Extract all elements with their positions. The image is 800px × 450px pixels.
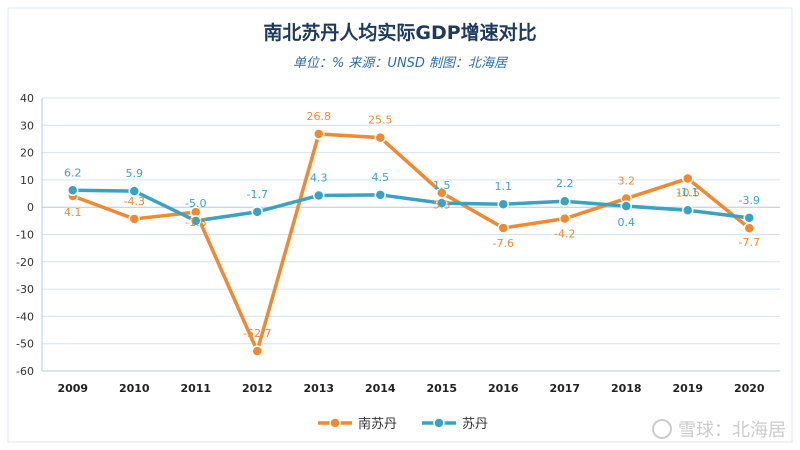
series-line-sudan [71, 188, 751, 223]
data-point [128, 213, 140, 225]
data-label: 10.5 [676, 187, 701, 200]
data-label: 2.2 [556, 177, 574, 190]
data-label: -4.2 [554, 228, 575, 241]
data-point [620, 200, 632, 212]
data-point [190, 215, 202, 227]
legend: 南苏丹 苏丹 [318, 416, 488, 432]
data-point [743, 222, 755, 234]
data-label: 6.2 [64, 166, 82, 179]
data-label: 5.9 [126, 167, 144, 180]
y-tick-label: -40 [16, 310, 34, 323]
data-label: 1.5 [433, 179, 451, 192]
x-tick-label: 2017 [549, 382, 580, 395]
data-label: -1.1 [677, 186, 698, 199]
snowball-logo-icon [652, 419, 672, 439]
data-label: -52.7 [243, 327, 271, 340]
data-point [313, 189, 325, 202]
data-label: 4.1 [64, 206, 82, 219]
chart-title: 南北苏丹人均实际GDP增速对比 [263, 22, 537, 44]
x-tick-label: 2011 [180, 382, 211, 395]
chart-subtitle: 单位：% 来源：UNSD 制图：北海居 [292, 56, 508, 71]
data-point [67, 184, 79, 197]
x-tick-label: 2018 [611, 382, 642, 395]
data-label: -4.3 [124, 195, 145, 208]
series-layer [67, 128, 755, 357]
data-label: 25.5 [368, 114, 393, 127]
x-tick-label: 2009 [57, 382, 88, 395]
data-point [559, 195, 571, 207]
data-point [436, 197, 448, 209]
y-tick-label: 30 [20, 119, 34, 132]
data-point [497, 222, 509, 234]
y-tick-label: 20 [20, 147, 34, 160]
watermark: 雪球：北海居 [652, 416, 786, 442]
x-tick-label: 2020 [734, 382, 765, 395]
data-label: 4.5 [372, 171, 390, 184]
grid-layer [42, 97, 780, 372]
y-tick-label: -50 [16, 338, 34, 351]
legend-swatch-marker [433, 417, 445, 429]
data-label: 26.8 [307, 110, 332, 123]
chart-frame [7, 7, 793, 443]
data-label: -5.0 [185, 197, 206, 210]
data-point [251, 345, 263, 357]
data-point [497, 198, 509, 210]
x-tick-label: 2010 [119, 382, 150, 395]
x-tick-label: 2012 [242, 382, 273, 395]
y-tick-label: -60 [16, 365, 34, 378]
legend-label: 苏丹 [462, 416, 488, 432]
y-tick-label: 10 [20, 174, 34, 187]
x-tick-label: 2019 [672, 382, 703, 395]
data-label: 5.3 [433, 199, 451, 212]
data-label: -7.6 [493, 237, 514, 250]
data-point [374, 189, 386, 201]
data-point [374, 131, 386, 144]
series-line-south-sudan [71, 132, 751, 353]
data-point [313, 128, 325, 140]
data-label: 0.4 [618, 216, 636, 229]
data-label: 3.2 [618, 174, 636, 187]
data-point [682, 172, 694, 185]
data-label: 4.3 [310, 171, 328, 184]
x-tick-label: 2016 [488, 382, 519, 395]
data-label: -1.8 [185, 216, 206, 229]
data-point [251, 206, 263, 218]
watermark-text: 雪球：北海居 [678, 420, 786, 441]
data-label: -3.9 [739, 194, 760, 207]
y-tick-label: 40 [20, 92, 34, 105]
data-point [128, 185, 140, 197]
legend-swatch-marker [329, 417, 341, 429]
y-tick-label: -30 [16, 283, 34, 296]
data-point [682, 204, 694, 216]
y-tick-label: -10 [16, 229, 34, 242]
x-tick-label: 2015 [426, 382, 457, 395]
x-tick-label: 2014 [365, 382, 396, 395]
data-label: -1.7 [247, 188, 268, 201]
data-label: -7.7 [739, 236, 760, 249]
data-label: 1.1 [495, 180, 513, 193]
data-point [559, 212, 571, 225]
y-tick-label: 0 [27, 201, 34, 214]
legend-label: 南苏丹 [358, 416, 397, 432]
data-label-layer: 4.1 -4.3 -1.8 -52.7 26.8 25.5 5.3 -7.6 -4.2 3.2 10… [64, 110, 760, 340]
y-tick-label: -20 [16, 256, 34, 269]
data-point [743, 212, 755, 224]
x-tick-label: 2013 [303, 382, 334, 395]
